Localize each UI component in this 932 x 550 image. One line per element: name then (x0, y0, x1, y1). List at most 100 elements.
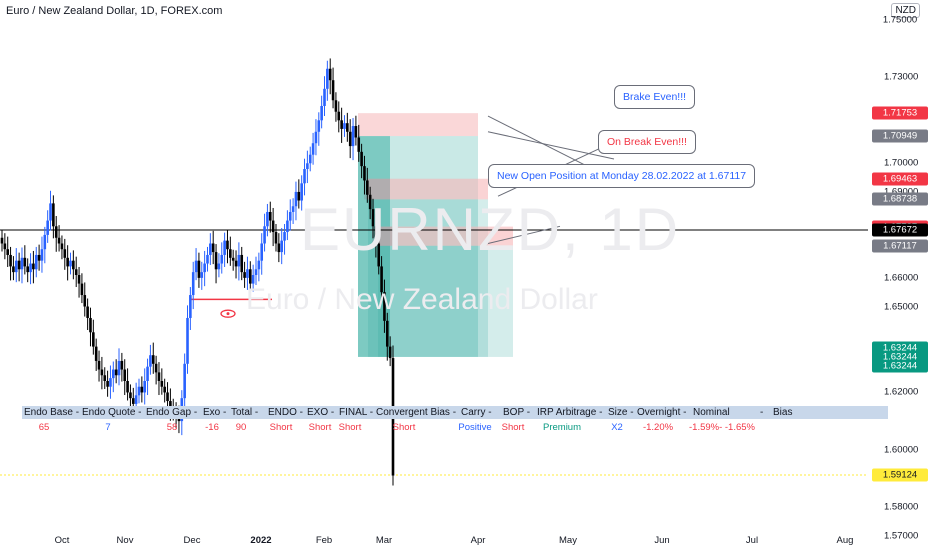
time-tick-label: May (559, 535, 577, 546)
table-value-cell: Short (501, 422, 525, 433)
candle-body (69, 260, 72, 267)
price-badge: 1.71753 (872, 106, 928, 120)
candle-body (368, 194, 372, 210)
table-value-cell: 65 (38, 422, 50, 433)
candle-body (297, 191, 301, 201)
candle-body (197, 260, 201, 278)
candle-body (86, 306, 89, 318)
table-value-cell: Premium (542, 422, 582, 433)
table-value-cell: Short (308, 422, 332, 433)
candle-body (280, 240, 283, 253)
candle-body (383, 292, 386, 321)
candle-body (83, 295, 87, 307)
bias-table-header-bar (22, 406, 888, 419)
candle-body (63, 249, 67, 258)
candle-body (209, 243, 212, 255)
candle-body (14, 260, 18, 273)
candle-body (177, 418, 181, 422)
candle-body (206, 254, 209, 264)
candle-body (94, 346, 98, 361)
candle-body (363, 166, 366, 181)
candle-body (234, 260, 238, 267)
candle-body (240, 254, 244, 273)
candle-body (49, 203, 52, 221)
time-tick-label: Mar (375, 535, 393, 546)
candle-body (166, 392, 169, 402)
chart-title[interactable]: Euro / New Zealand Dollar, 1D, FOREX.com (6, 5, 223, 17)
candle-body (146, 366, 149, 381)
table-header-cell: Endo Base - (24, 407, 80, 418)
price-badge: 1.75000 (882, 14, 918, 26)
candle-body (32, 263, 35, 270)
candle-body (380, 266, 383, 293)
candle-body (268, 211, 272, 221)
candle-body (12, 266, 15, 273)
candle-body (346, 123, 349, 132)
candle-body (66, 257, 69, 267)
table-value-cell: Short (392, 422, 416, 433)
candle-body (143, 380, 147, 393)
candle-body (260, 243, 264, 261)
callout-new-position[interactable]: New Open Position at Monday 28.02.2022 a… (488, 164, 756, 188)
candle-body (306, 163, 309, 170)
candle-body (43, 234, 47, 250)
candle-body (320, 105, 323, 121)
candle-body (117, 360, 121, 376)
new-position-target-zone (378, 245, 513, 357)
candle-body (251, 275, 255, 284)
callout-on-break-even[interactable]: On Break Even!!! (598, 130, 696, 154)
candle-body (334, 100, 338, 112)
table-header-cell: Total - (231, 407, 259, 418)
table-header-cell: Carry - (461, 407, 492, 418)
candle-body (211, 243, 215, 253)
time-tick-label: 2022 (250, 535, 272, 546)
table-value-cell: -16 (205, 422, 219, 433)
eye-icon (220, 309, 236, 318)
candle-body (257, 260, 261, 270)
candle-body (20, 257, 24, 270)
candle-body (354, 126, 358, 138)
candle-body (326, 68, 329, 89)
candle-body (109, 378, 112, 387)
time-tick-label: Dec (183, 535, 201, 546)
price-badge: 1.63244 (872, 359, 928, 373)
time-tick-label: Apr (470, 535, 486, 546)
candle-body (246, 269, 249, 278)
candle-body (74, 269, 78, 275)
candle-body (60, 243, 64, 250)
table-value-cell: 90 (235, 422, 247, 433)
candle-body (217, 263, 221, 270)
candle-body (0, 237, 4, 244)
time-tick-label: Feb (315, 535, 333, 546)
candle-body (337, 111, 341, 121)
time-tick-label: Oct (54, 535, 70, 546)
candle-body (254, 269, 258, 275)
table-value-cell: Short (269, 422, 293, 433)
price-badge: 1.69463 (872, 172, 928, 186)
candle-body (314, 131, 318, 144)
candle-body (226, 240, 229, 250)
callout-brake-even-leader (487, 131, 615, 160)
candle-body (80, 283, 84, 296)
candle-body (92, 332, 95, 347)
candle-body (366, 180, 369, 195)
candle-body (377, 243, 381, 267)
candle-body (97, 360, 101, 370)
table-header-cell: FINAL - (339, 407, 374, 418)
candle-body (163, 386, 166, 393)
table-value-cell: Positive (458, 422, 492, 433)
candle-body (194, 260, 198, 273)
candle-body (351, 126, 355, 147)
table-value-cell: -1.20% (642, 422, 674, 433)
callout-brake-even[interactable]: Brake Even!!! (614, 85, 696, 109)
candle-body (357, 137, 361, 152)
table-header-cell: Nominal (693, 407, 730, 418)
candle-body (229, 249, 232, 258)
price-badge: 1.67117 (872, 239, 928, 253)
table-header-cell: ENDO - (268, 407, 303, 418)
candle-body (126, 380, 129, 393)
currency-selector[interactable]: NZD (891, 3, 920, 18)
candle-body (29, 263, 32, 273)
candle-body (46, 220, 49, 235)
